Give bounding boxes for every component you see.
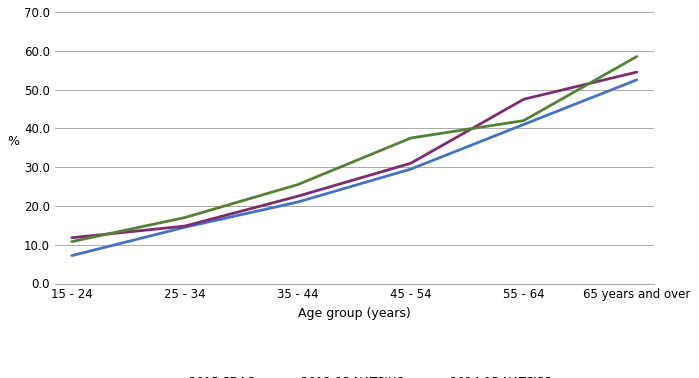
2015 SDAC — [633, 77, 641, 82]
2015 SDAC — [180, 225, 189, 229]
2015 SDAC — [294, 200, 302, 204]
2014-15 NATSISS — [294, 182, 302, 187]
2015 SDAC — [407, 167, 415, 171]
Legend: 2015 SDAC, 2012-13 NATSIHS, 2014-15 NATSISS: 2015 SDAC, 2012-13 NATSIHS, 2014-15 NATS… — [152, 371, 556, 378]
2012-13 NATSIHS — [294, 194, 302, 198]
2014-15 NATSISS — [519, 118, 528, 123]
2012-13 NATSIHS — [407, 161, 415, 166]
Y-axis label: %: % — [7, 135, 19, 148]
Line: 2012-13 NATSIHS: 2012-13 NATSIHS — [72, 72, 637, 238]
2015 SDAC — [68, 253, 76, 258]
2012-13 NATSIHS — [633, 70, 641, 74]
2012-13 NATSIHS — [519, 97, 528, 102]
2014-15 NATSISS — [180, 215, 189, 220]
2014-15 NATSISS — [68, 239, 76, 244]
2014-15 NATSISS — [407, 136, 415, 140]
X-axis label: Age group (years): Age group (years) — [298, 307, 411, 320]
Line: 2015 SDAC: 2015 SDAC — [72, 80, 637, 256]
Line: 2014-15 NATSISS: 2014-15 NATSISS — [72, 57, 637, 242]
2015 SDAC — [519, 122, 528, 127]
2012-13 NATSIHS — [68, 235, 76, 240]
2014-15 NATSISS — [633, 54, 641, 59]
2012-13 NATSIHS — [180, 224, 189, 228]
